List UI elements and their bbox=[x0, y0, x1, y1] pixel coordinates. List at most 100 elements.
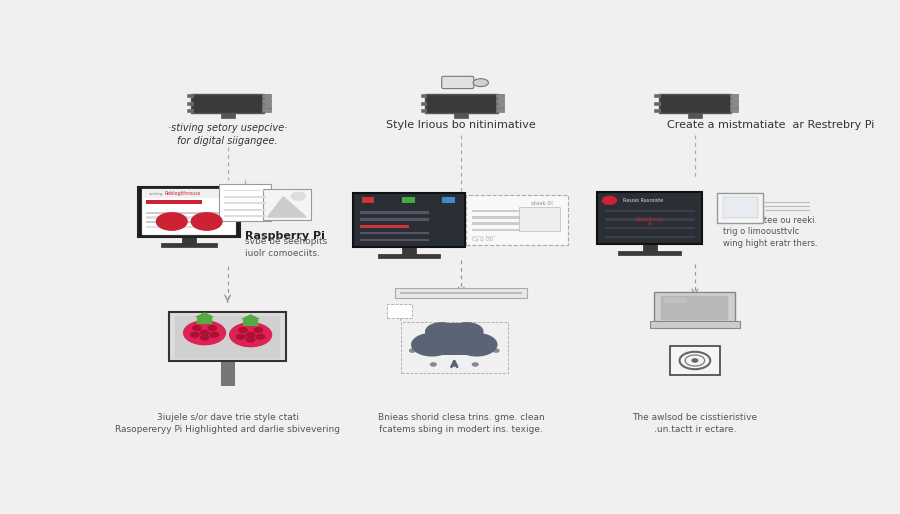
Text: stask 0!: stask 0! bbox=[531, 201, 554, 206]
Bar bbox=[688, 112, 702, 118]
Bar bbox=[442, 197, 454, 203]
Text: USB: USB bbox=[452, 80, 464, 85]
Bar bbox=[605, 210, 695, 212]
Text: ·stiving setory usepcive·
for digital siigangee.: ·stiving setory usepcive· for digital si… bbox=[168, 123, 287, 146]
FancyBboxPatch shape bbox=[353, 193, 465, 247]
FancyBboxPatch shape bbox=[717, 193, 763, 223]
FancyBboxPatch shape bbox=[263, 189, 310, 220]
Circle shape bbox=[427, 323, 482, 355]
Bar bbox=[402, 197, 415, 203]
Bar bbox=[187, 102, 193, 105]
Circle shape bbox=[247, 337, 255, 342]
Circle shape bbox=[230, 323, 272, 346]
FancyArrow shape bbox=[194, 312, 214, 324]
Circle shape bbox=[292, 192, 305, 200]
Bar bbox=[454, 112, 468, 118]
Circle shape bbox=[184, 321, 226, 345]
Circle shape bbox=[238, 327, 248, 333]
Bar bbox=[361, 232, 428, 234]
Text: —— ——: —— —— bbox=[472, 234, 496, 239]
FancyBboxPatch shape bbox=[220, 183, 271, 221]
Text: Raspberry Pi: Raspberry Pi bbox=[245, 231, 325, 241]
Bar bbox=[654, 109, 660, 112]
Bar bbox=[161, 243, 217, 247]
Bar bbox=[400, 292, 522, 294]
Circle shape bbox=[157, 213, 187, 230]
Bar bbox=[496, 103, 505, 107]
Circle shape bbox=[493, 349, 499, 352]
Circle shape bbox=[192, 213, 222, 230]
FancyBboxPatch shape bbox=[662, 296, 728, 320]
Text: Bnieas shorid clesa trins. gme. clean
fcatems sbing in modert ins. texige.: Bnieas shorid clesa trins. gme. clean fc… bbox=[378, 413, 544, 434]
Bar bbox=[605, 218, 695, 221]
Text: svbe be seehopits
iuolr comoeciits.: svbe be seehopits iuolr comoeciits. bbox=[245, 237, 328, 258]
Circle shape bbox=[425, 322, 458, 341]
Bar bbox=[654, 95, 660, 98]
FancyBboxPatch shape bbox=[442, 76, 473, 88]
FancyBboxPatch shape bbox=[169, 313, 286, 361]
Bar bbox=[730, 103, 738, 107]
FancyBboxPatch shape bbox=[176, 316, 280, 358]
Circle shape bbox=[201, 331, 209, 335]
Ellipse shape bbox=[473, 79, 489, 87]
Circle shape bbox=[247, 333, 255, 337]
Bar bbox=[263, 103, 271, 107]
FancyBboxPatch shape bbox=[519, 207, 561, 231]
Bar bbox=[618, 251, 681, 254]
FancyBboxPatch shape bbox=[395, 288, 527, 298]
Text: Raspberry
Pi: Raspberry Pi bbox=[635, 216, 663, 227]
Bar bbox=[263, 99, 271, 103]
Bar bbox=[730, 99, 738, 103]
Circle shape bbox=[193, 326, 201, 331]
Circle shape bbox=[191, 333, 199, 337]
Circle shape bbox=[411, 333, 453, 357]
Bar bbox=[362, 197, 374, 203]
FancyBboxPatch shape bbox=[650, 321, 740, 328]
Circle shape bbox=[692, 359, 698, 362]
Text: 3iujele s/or dave trie style ctati
Rasopereryy Pi Highlighted ard darlie sbiveve: 3iujele s/or dave trie style ctati Rasop… bbox=[115, 413, 340, 434]
Text: sorting: sorting bbox=[149, 192, 164, 196]
FancyBboxPatch shape bbox=[659, 94, 731, 113]
FancyBboxPatch shape bbox=[654, 292, 735, 324]
Bar bbox=[263, 95, 271, 98]
Bar bbox=[224, 203, 266, 205]
Circle shape bbox=[256, 335, 265, 339]
FancyBboxPatch shape bbox=[425, 94, 498, 113]
Text: The eresstee ou reeki.
trig o limoousttvlc
wing hight eratr thers.: The eresstee ou reeki. trig o limoousttv… bbox=[723, 215, 817, 248]
Bar bbox=[220, 112, 235, 118]
Bar bbox=[378, 253, 440, 258]
Bar bbox=[496, 99, 505, 103]
Bar bbox=[361, 238, 428, 242]
Bar bbox=[472, 216, 522, 218]
Bar bbox=[146, 216, 220, 219]
Bar bbox=[146, 226, 220, 228]
Bar bbox=[224, 196, 266, 198]
Bar bbox=[472, 210, 522, 212]
Polygon shape bbox=[267, 197, 306, 217]
Text: Create a mistmatiate  ar Restrebry Pi: Create a mistmatiate ar Restrebry Pi bbox=[667, 120, 875, 130]
Text: Rasoio Rasroiste: Rasoio Rasroiste bbox=[624, 198, 663, 203]
Bar bbox=[221, 358, 234, 385]
Circle shape bbox=[201, 335, 209, 340]
Text: Cp ⊙ OD: Cp ⊙ OD bbox=[472, 237, 493, 242]
Bar bbox=[421, 102, 427, 105]
Bar bbox=[402, 245, 416, 254]
Bar bbox=[182, 234, 196, 244]
Bar bbox=[146, 200, 202, 205]
Bar bbox=[361, 218, 428, 221]
FancyBboxPatch shape bbox=[597, 192, 702, 244]
Circle shape bbox=[254, 327, 263, 333]
Bar bbox=[361, 225, 410, 228]
Bar bbox=[224, 190, 266, 192]
Bar bbox=[146, 221, 220, 224]
FancyBboxPatch shape bbox=[387, 304, 412, 318]
Bar bbox=[472, 223, 522, 225]
Bar bbox=[263, 108, 271, 112]
Circle shape bbox=[208, 326, 216, 331]
Bar bbox=[421, 95, 427, 98]
Circle shape bbox=[450, 322, 483, 341]
Circle shape bbox=[472, 363, 478, 366]
Circle shape bbox=[430, 363, 436, 366]
Circle shape bbox=[602, 196, 616, 205]
Bar bbox=[421, 109, 427, 112]
